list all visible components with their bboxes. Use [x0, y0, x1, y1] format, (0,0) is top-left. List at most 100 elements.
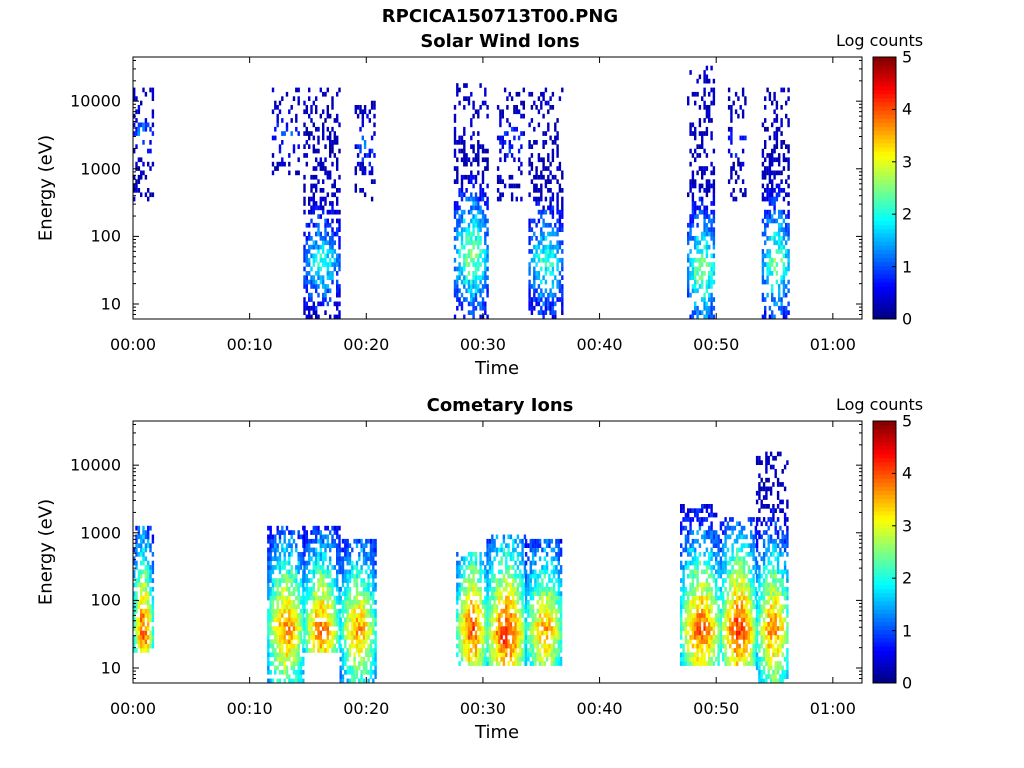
data-cell [481, 613, 485, 618]
data-cell [491, 621, 494, 627]
data-cell [140, 192, 143, 198]
data-cell [486, 626, 489, 631]
data-cell [708, 661, 711, 666]
data-cell [507, 630, 510, 636]
data-cell [519, 595, 522, 601]
data-cell [329, 140, 332, 145]
data-cell [694, 240, 697, 246]
data-cell [303, 266, 306, 272]
data-cell [458, 626, 461, 631]
data-cell [474, 288, 478, 294]
data-cell [135, 538, 138, 544]
data-cell [297, 604, 300, 610]
data-cell [346, 630, 349, 636]
data-cell [467, 560, 471, 566]
data-cell [341, 591, 345, 596]
data-cell [524, 608, 528, 614]
data-cell [453, 292, 457, 298]
data-cell [477, 591, 480, 596]
data-cell [151, 569, 155, 575]
data-cell [486, 595, 489, 601]
data-cell [542, 314, 545, 320]
data-cell [540, 310, 543, 315]
data-cell [359, 109, 362, 115]
data-cell [305, 639, 308, 644]
data-cell [326, 126, 329, 132]
data-cell [465, 227, 468, 232]
data-cell [372, 560, 375, 566]
data-cell [684, 661, 688, 666]
data-cell [361, 188, 364, 193]
data-cell [303, 543, 306, 548]
data-cell [355, 578, 359, 583]
data-cell [295, 608, 298, 614]
data-cell [329, 591, 332, 596]
data-cell [552, 556, 556, 562]
data-cell [319, 266, 322, 272]
data-cell [499, 157, 502, 163]
data-cell [520, 161, 523, 167]
data-cell [488, 552, 492, 557]
data-cell [528, 144, 531, 149]
data-cell [271, 547, 275, 553]
data-cell [691, 578, 695, 583]
data-cell [689, 617, 692, 623]
data-cell [524, 643, 528, 649]
data-cell [269, 565, 272, 570]
data-cell [554, 292, 557, 298]
data-cell [691, 214, 695, 219]
data-cell [505, 560, 508, 566]
data-cell [488, 604, 492, 610]
data-cell [281, 643, 284, 649]
data-cell [486, 266, 489, 272]
data-cell [694, 595, 697, 601]
data-cell [545, 604, 549, 610]
data-cell [453, 214, 457, 219]
data-cell [502, 608, 506, 614]
data-cell [710, 170, 713, 176]
data-cell [319, 157, 322, 163]
data-cell [689, 236, 692, 241]
data-cell [331, 244, 334, 250]
data-cell [528, 271, 531, 276]
data-cell [552, 639, 556, 644]
data-cell [705, 604, 709, 610]
data-cell [703, 582, 706, 588]
data-cell [147, 600, 150, 605]
data-cell [540, 236, 543, 241]
data-cell [514, 538, 517, 544]
data-cell [362, 613, 366, 618]
data-cell [355, 586, 359, 592]
data-cell [460, 231, 464, 237]
data-cell [705, 648, 709, 653]
data-cell [324, 222, 327, 228]
data-cell [493, 578, 496, 583]
data-cell [775, 100, 779, 106]
data-cell [151, 608, 155, 614]
data-cell [698, 595, 702, 601]
data-cell [367, 626, 370, 631]
data-cell [144, 630, 148, 636]
data-cell [477, 227, 480, 232]
data-cell [689, 552, 692, 557]
data-cell [331, 621, 334, 627]
data-cell [305, 314, 308, 320]
data-cell [698, 266, 702, 272]
data-cell [561, 288, 564, 294]
data-cell [346, 573, 349, 579]
data-cell [140, 595, 143, 601]
data-cell [363, 153, 367, 158]
data-cell [288, 552, 291, 557]
data-cell [712, 78, 716, 84]
data-cell [477, 222, 480, 228]
data-cell [365, 665, 368, 671]
data-cell [276, 565, 279, 570]
data-cell [308, 613, 311, 618]
data-cell [472, 174, 475, 180]
data-cell [305, 560, 308, 566]
data-cell [290, 643, 293, 649]
data-cell [687, 538, 690, 544]
data-cell [545, 613, 549, 618]
data-cell [290, 665, 293, 671]
data-cell [729, 613, 732, 618]
